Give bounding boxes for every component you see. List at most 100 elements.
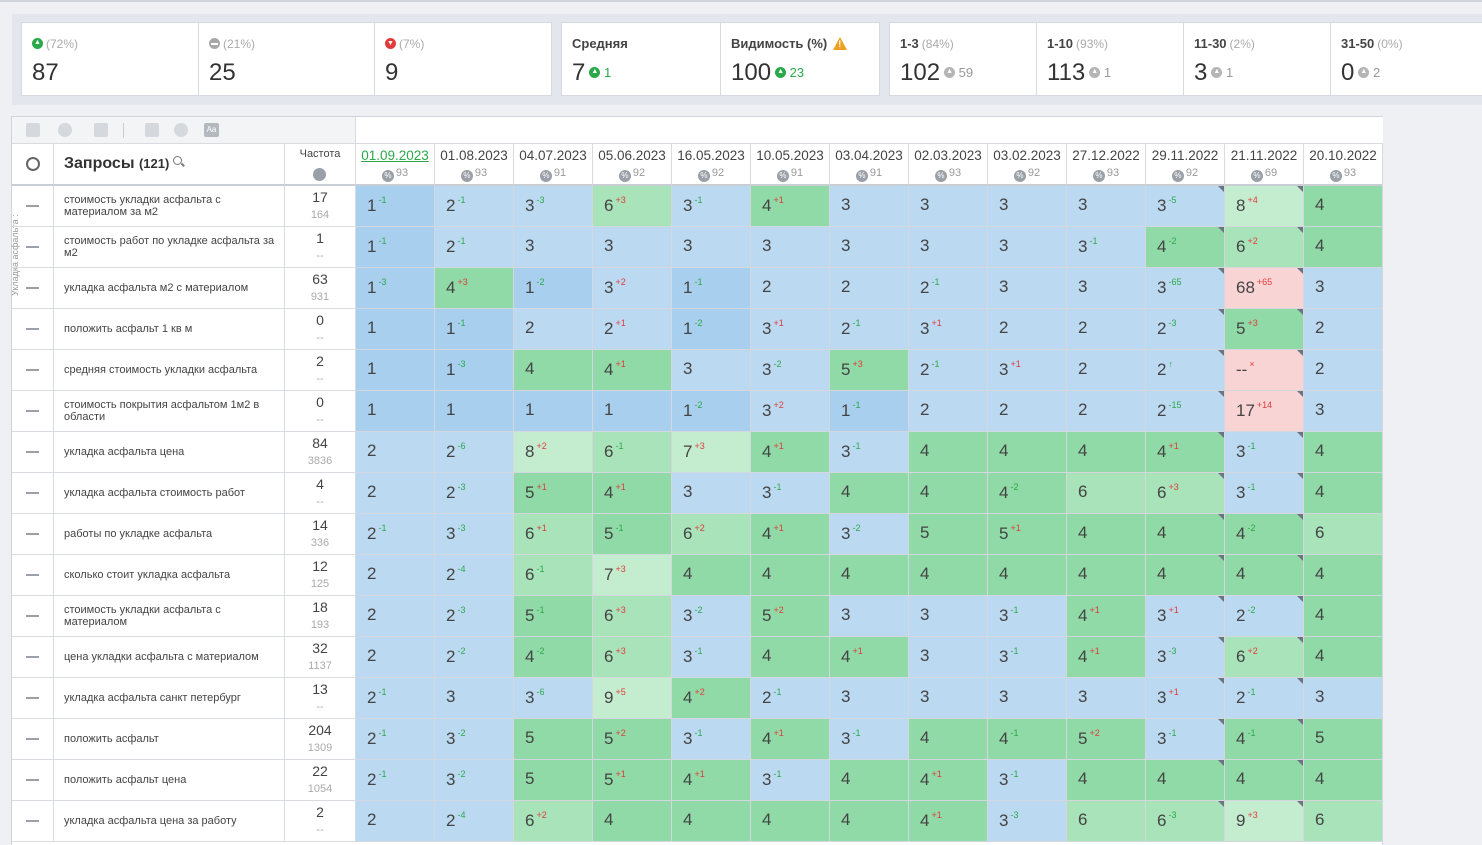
position-cell[interactable]: 4 [751, 637, 830, 678]
position-cell[interactable]: 4 [1225, 555, 1304, 596]
position-cell[interactable]: 3 [988, 186, 1067, 227]
position-cell[interactable]: 1 [435, 391, 514, 432]
query-cell[interactable]: сколько стоит укладка асфальта [54, 555, 285, 596]
position-cell[interactable]: 2 [751, 268, 830, 309]
position-cell[interactable]: 6 +2 [672, 514, 751, 555]
query-cell[interactable]: работы по укладке асфальта [54, 514, 285, 555]
position-cell[interactable]: 4 -2 [988, 473, 1067, 514]
position-cell[interactable]: 4 [909, 432, 988, 473]
position-cell[interactable]: 4 [988, 555, 1067, 596]
position-cell[interactable]: 1 -1 [356, 227, 435, 268]
position-cell[interactable]: 2 [514, 309, 593, 350]
position-cell[interactable]: 4 [909, 555, 988, 596]
position-cell[interactable]: 4 -2 [1146, 227, 1225, 268]
position-cell[interactable]: 3 [1067, 268, 1146, 309]
position-cell[interactable]: 3 [988, 268, 1067, 309]
position-cell[interactable]: 4 [909, 719, 988, 760]
position-cell[interactable]: 2 -3 [435, 473, 514, 514]
date-column-header[interactable]: 01.08.2023% 93 [435, 144, 514, 186]
position-cell[interactable]: 2 -1 [435, 227, 514, 268]
position-cell[interactable]: 4 +3 [435, 268, 514, 309]
row-collapse-button[interactable] [12, 719, 54, 760]
position-cell[interactable]: 4 [830, 473, 909, 514]
position-cell[interactable]: 4 [1067, 432, 1146, 473]
position-cell[interactable]: 4 [1146, 760, 1225, 801]
position-cell[interactable]: 2 [356, 637, 435, 678]
position-cell[interactable]: 3 [672, 473, 751, 514]
position-cell[interactable]: 2 [356, 801, 435, 842]
position-cell[interactable]: 3 -1 [988, 637, 1067, 678]
position-cell[interactable]: 2 [988, 309, 1067, 350]
position-cell[interactable]: 4 +1 [672, 760, 751, 801]
query-cell[interactable]: положить асфальт [54, 719, 285, 760]
position-cell[interactable]: 3 [435, 678, 514, 719]
position-cell[interactable]: 3 -6 [514, 678, 593, 719]
position-cell[interactable]: 2 [356, 555, 435, 596]
position-cell[interactable]: 1 -3 [435, 350, 514, 391]
position-cell[interactable]: 3 [909, 227, 988, 268]
position-cell[interactable]: 3 +1 [1146, 678, 1225, 719]
row-collapse-button[interactable] [12, 432, 54, 473]
row-collapse-button[interactable] [12, 473, 54, 514]
position-cell[interactable]: 3 +2 [593, 268, 672, 309]
position-cell[interactable]: 2 -4 [435, 555, 514, 596]
position-cell[interactable]: 1 -1 [356, 186, 435, 227]
position-cell[interactable]: 4 +1 [1067, 596, 1146, 637]
query-column-header[interactable]: Запросы (121) [54, 144, 285, 186]
position-cell[interactable]: 8 +2 [514, 432, 593, 473]
position-cell[interactable]: 3 [593, 227, 672, 268]
position-cell[interactable]: 4 +1 [909, 760, 988, 801]
date-column-header[interactable]: 20.10.2022% 93 [1304, 144, 1383, 186]
position-cell[interactable]: 5 +1 [514, 473, 593, 514]
position-cell[interactable]: 3 -1 [988, 760, 1067, 801]
position-cell[interactable]: 5 +2 [593, 719, 672, 760]
position-cell[interactable]: 4 -1 [1225, 719, 1304, 760]
position-cell[interactable]: 1 [514, 391, 593, 432]
position-cell[interactable]: 3 -1 [1067, 227, 1146, 268]
position-cell[interactable]: 3 [909, 678, 988, 719]
date-column-header[interactable]: 03.02.2023% 92 [988, 144, 1067, 186]
position-cell[interactable]: 6 +3 [593, 186, 672, 227]
position-cell[interactable]: 2 [830, 268, 909, 309]
position-cell[interactable]: 4 +1 [751, 186, 830, 227]
position-cell[interactable]: 1 -1 [830, 391, 909, 432]
card-improved[interactable]: (72%) 87 [22, 23, 199, 95]
position-cell[interactable]: 3 -1 [672, 637, 751, 678]
position-cell[interactable]: 4 [593, 801, 672, 842]
position-cell[interactable]: 3 [909, 596, 988, 637]
position-cell[interactable]: 1 -3 [356, 268, 435, 309]
position-cell[interactable]: 2 -2 [435, 637, 514, 678]
position-cell[interactable]: 4 [672, 555, 751, 596]
position-cell[interactable]: 3 [1304, 391, 1383, 432]
position-cell[interactable]: 2 -4 [435, 801, 514, 842]
position-cell[interactable]: 4 [751, 555, 830, 596]
row-collapse-button[interactable] [12, 309, 54, 350]
row-collapse-button[interactable] [12, 555, 54, 596]
position-cell[interactable]: 4 [1304, 760, 1383, 801]
position-cell[interactable]: 8 +4 [1225, 186, 1304, 227]
position-cell[interactable]: 1 -2 [672, 309, 751, 350]
position-cell[interactable]: 1 [356, 309, 435, 350]
position-cell[interactable]: 5 +1 [988, 514, 1067, 555]
link-column-header[interactable] [12, 144, 54, 186]
position-cell[interactable]: 4 [1067, 760, 1146, 801]
position-cell[interactable]: 4 +1 [751, 432, 830, 473]
position-cell[interactable]: 4 +2 [672, 678, 751, 719]
position-cell[interactable]: 3 -1 [751, 760, 830, 801]
row-collapse-button[interactable] [12, 227, 54, 268]
position-cell[interactable]: 6 [1067, 801, 1146, 842]
position-cell[interactable]: 4 +1 [909, 801, 988, 842]
position-cell[interactable]: 1 [356, 350, 435, 391]
date-column-header[interactable]: 29.11.2022% 92 [1146, 144, 1225, 186]
position-cell[interactable]: 2 -1 [909, 350, 988, 391]
position-cell[interactable]: 3 -1 [751, 473, 830, 514]
position-cell[interactable]: 2 -1 [830, 309, 909, 350]
position-cell[interactable]: 3 [988, 227, 1067, 268]
row-collapse-button[interactable] [12, 760, 54, 801]
position-cell[interactable]: 4 [1304, 432, 1383, 473]
position-cell[interactable]: 4 -2 [514, 637, 593, 678]
position-cell[interactable]: 4 [988, 432, 1067, 473]
query-cell[interactable]: цена укладки асфальта с материалом [54, 637, 285, 678]
position-cell[interactable]: 6 [1304, 801, 1383, 842]
date-column-header[interactable]: 21.11.2022% 69 [1225, 144, 1304, 186]
